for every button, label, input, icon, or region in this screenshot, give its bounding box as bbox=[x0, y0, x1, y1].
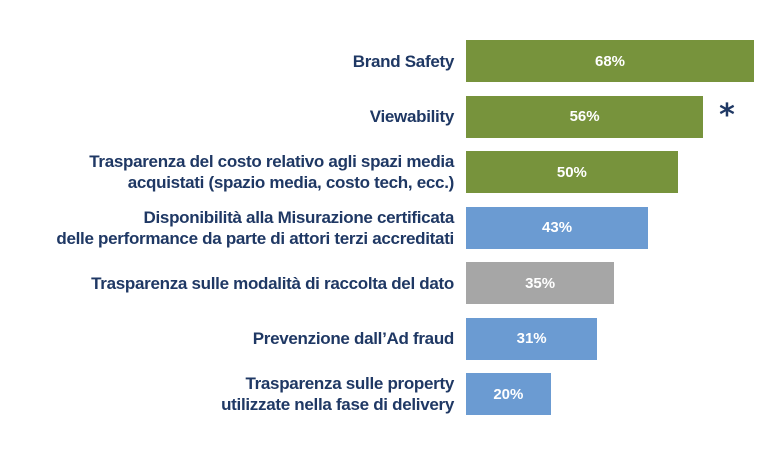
category-label: Trasparenza sulle modalità di raccolta d… bbox=[91, 273, 454, 293]
category-label: Trasparenza del costo relativo agli spaz… bbox=[89, 152, 454, 192]
bar: 68% bbox=[466, 40, 754, 82]
bar-value-label: 20% bbox=[493, 385, 524, 403]
category-label: Prevenzione dall’Ad fraud bbox=[252, 329, 455, 348]
category-label: Disponibilità alla Misurazione certifica… bbox=[56, 207, 454, 248]
category-label: Viewability bbox=[369, 107, 455, 126]
bar-value-label: 31% bbox=[516, 330, 547, 347]
bar-value-label: 68% bbox=[594, 52, 626, 70]
bar: 20% bbox=[466, 373, 551, 415]
category-label: Brand Safety bbox=[352, 51, 455, 71]
bar: 31% bbox=[466, 317, 598, 360]
bar-value-label: 56% bbox=[569, 108, 600, 125]
bar-value-label: 43% bbox=[542, 219, 573, 236]
bar: 50% bbox=[466, 151, 678, 193]
bar-value-label: 35% bbox=[525, 274, 556, 292]
bar-value-label: 50% bbox=[556, 163, 587, 181]
bar: 43% bbox=[466, 206, 649, 249]
category-label: Trasparenza sulle property utilizzate ne… bbox=[221, 374, 454, 414]
asterisk-annotation: * bbox=[719, 97, 735, 133]
bar: 35% bbox=[466, 262, 615, 304]
bar: 56% bbox=[466, 95, 704, 138]
